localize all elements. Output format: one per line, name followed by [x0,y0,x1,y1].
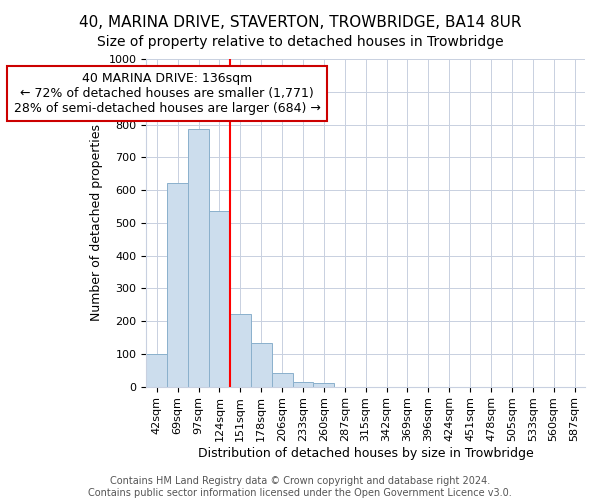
Y-axis label: Number of detached properties: Number of detached properties [90,124,103,322]
Bar [313,384,334,386]
Bar [230,314,251,386]
Text: 40, MARINA DRIVE, STAVERTON, TROWBRIDGE, BA14 8UR: 40, MARINA DRIVE, STAVERTON, TROWBRIDGE,… [79,15,521,30]
Bar [146,354,167,386]
Bar [209,210,230,386]
Bar [167,183,188,386]
Bar [251,343,272,386]
Bar [272,374,293,386]
Text: Size of property relative to detached houses in Trowbridge: Size of property relative to detached ho… [97,35,503,49]
X-axis label: Distribution of detached houses by size in Trowbridge: Distribution of detached houses by size … [198,447,533,460]
Bar [293,382,313,386]
Text: Contains HM Land Registry data © Crown copyright and database right 2024.
Contai: Contains HM Land Registry data © Crown c… [88,476,512,498]
Bar [188,129,209,386]
Text: 40 MARINA DRIVE: 136sqm
← 72% of detached houses are smaller (1,771)
28% of semi: 40 MARINA DRIVE: 136sqm ← 72% of detache… [14,72,320,115]
